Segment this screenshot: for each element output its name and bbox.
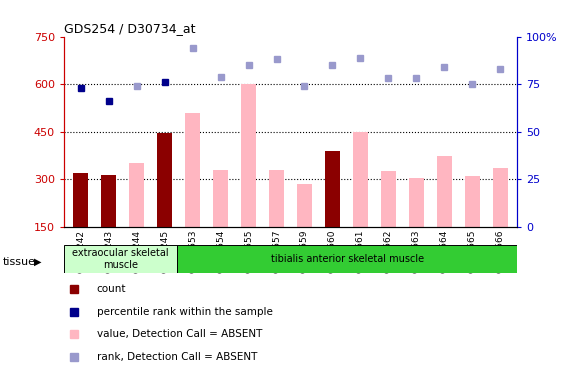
Bar xyxy=(129,164,144,227)
Bar xyxy=(101,175,116,227)
Bar xyxy=(157,133,173,227)
Bar xyxy=(408,178,424,227)
Bar xyxy=(353,132,368,227)
Bar xyxy=(177,245,517,273)
Bar xyxy=(381,171,396,227)
Text: GDS254 / D30734_at: GDS254 / D30734_at xyxy=(64,22,195,36)
Text: rank, Detection Call = ABSENT: rank, Detection Call = ABSENT xyxy=(97,352,257,362)
Text: percentile rank within the sample: percentile rank within the sample xyxy=(97,307,272,317)
Bar xyxy=(493,168,508,227)
Text: tibialis anterior skeletal muscle: tibialis anterior skeletal muscle xyxy=(271,254,424,264)
Bar xyxy=(465,176,480,227)
Bar xyxy=(213,170,228,227)
Bar xyxy=(73,173,88,227)
Bar xyxy=(185,113,200,227)
Bar xyxy=(269,170,284,227)
Text: count: count xyxy=(97,284,126,294)
Bar xyxy=(325,151,340,227)
Bar xyxy=(241,84,256,227)
Text: tissue: tissue xyxy=(3,257,36,267)
Bar xyxy=(437,156,452,227)
Bar xyxy=(297,184,312,227)
Text: value, Detection Call = ABSENT: value, Detection Call = ABSENT xyxy=(97,329,262,339)
Bar xyxy=(64,245,177,273)
Text: ▶: ▶ xyxy=(34,257,41,267)
Text: extraocular skeletal
muscle: extraocular skeletal muscle xyxy=(72,248,169,270)
